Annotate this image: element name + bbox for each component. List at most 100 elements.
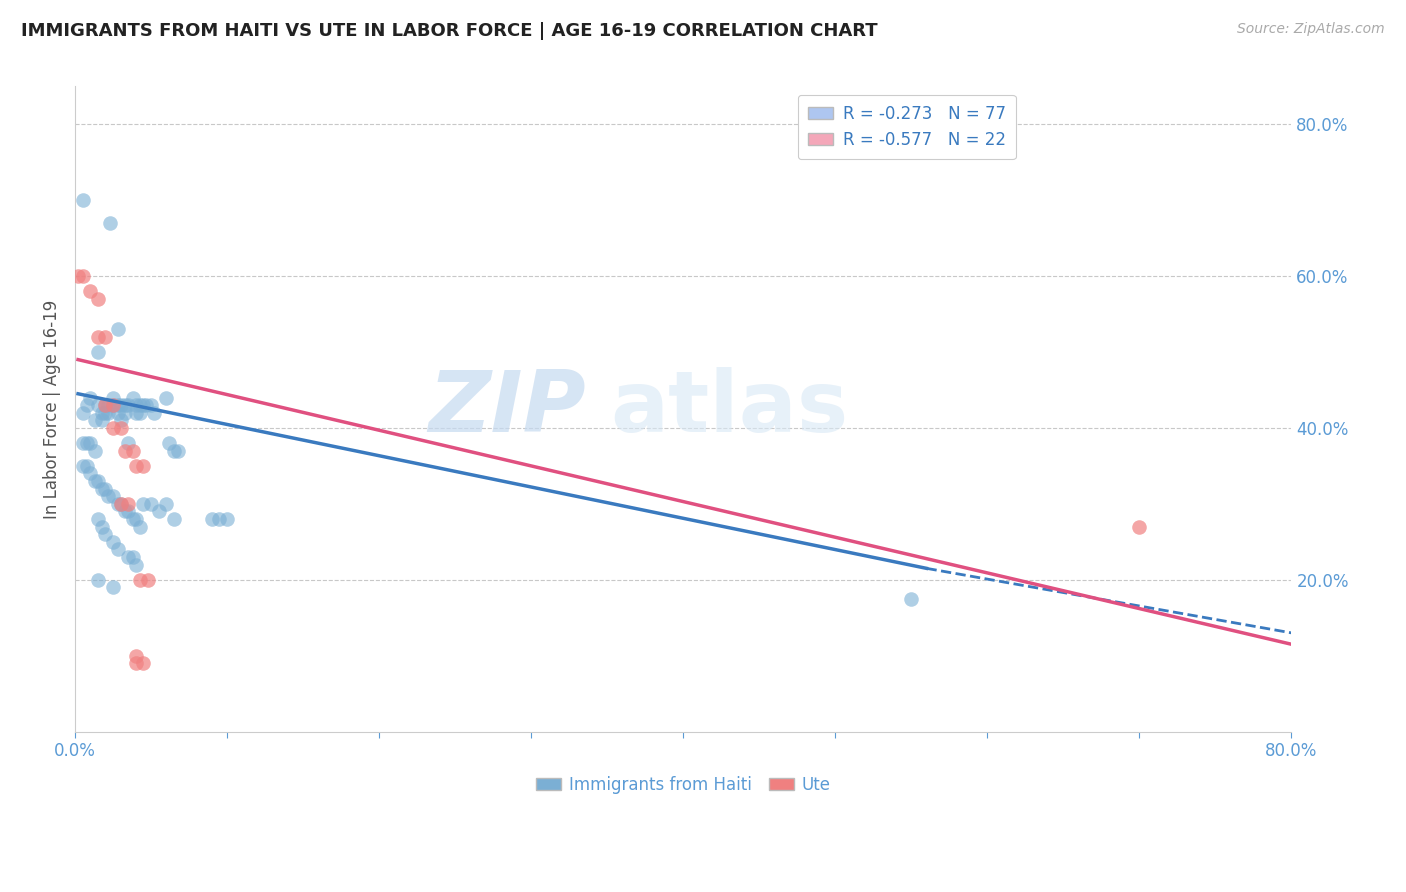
Point xyxy=(87,512,110,526)
Point xyxy=(94,398,117,412)
Point xyxy=(94,398,117,412)
Point xyxy=(87,330,110,344)
Point xyxy=(101,580,124,594)
Text: atlas: atlas xyxy=(610,368,848,450)
Point xyxy=(107,322,129,336)
Point xyxy=(167,443,190,458)
Point xyxy=(110,497,132,511)
Point xyxy=(91,519,114,533)
Point xyxy=(117,504,139,518)
Point xyxy=(157,436,180,450)
Point xyxy=(67,269,90,284)
Point xyxy=(101,398,124,412)
Point xyxy=(87,292,110,306)
Point xyxy=(76,458,98,473)
Point xyxy=(72,436,94,450)
Point xyxy=(125,648,148,663)
Point xyxy=(110,413,132,427)
Point xyxy=(87,345,110,359)
Point xyxy=(72,193,94,207)
Point xyxy=(1128,519,1150,533)
Point xyxy=(76,398,98,412)
Point xyxy=(155,497,177,511)
Point xyxy=(129,406,152,420)
Point xyxy=(125,657,148,671)
Point xyxy=(114,406,136,420)
Point xyxy=(148,504,170,518)
Point xyxy=(79,391,101,405)
Point xyxy=(114,443,136,458)
Point xyxy=(79,467,101,481)
Text: Source: ZipAtlas.com: Source: ZipAtlas.com xyxy=(1237,22,1385,37)
Point xyxy=(125,458,148,473)
Point xyxy=(72,269,94,284)
Point xyxy=(208,512,231,526)
Point xyxy=(125,558,148,572)
Point xyxy=(136,573,159,587)
Point xyxy=(163,512,186,526)
Point xyxy=(114,398,136,412)
Point xyxy=(79,285,101,299)
Point xyxy=(97,489,120,503)
Point xyxy=(201,512,224,526)
Point xyxy=(163,443,186,458)
Point xyxy=(91,406,114,420)
Point xyxy=(101,489,124,503)
Point xyxy=(110,497,132,511)
Text: ZIP: ZIP xyxy=(429,368,586,450)
Point xyxy=(101,534,124,549)
Point xyxy=(107,542,129,557)
Point xyxy=(79,436,101,450)
Point xyxy=(94,527,117,541)
Point xyxy=(121,549,143,564)
Point xyxy=(97,398,120,412)
Point xyxy=(87,474,110,488)
Point xyxy=(107,497,129,511)
Point xyxy=(87,398,110,412)
Point xyxy=(132,458,155,473)
Point xyxy=(155,391,177,405)
Point xyxy=(129,398,152,412)
Point xyxy=(110,421,132,435)
Point xyxy=(135,398,157,412)
Point xyxy=(121,443,143,458)
Point xyxy=(125,512,148,526)
Point xyxy=(117,497,139,511)
Point xyxy=(72,406,94,420)
Point xyxy=(110,398,132,412)
Point xyxy=(101,398,124,412)
Point xyxy=(87,573,110,587)
Point xyxy=(143,406,166,420)
Point xyxy=(101,421,124,435)
Point xyxy=(91,482,114,496)
Point xyxy=(83,443,105,458)
Point xyxy=(900,591,922,606)
Point xyxy=(76,436,98,450)
Point xyxy=(101,391,124,405)
Legend: Immigrants from Haiti, Ute: Immigrants from Haiti, Ute xyxy=(529,769,838,801)
Point xyxy=(129,519,152,533)
Point xyxy=(215,512,238,526)
Point xyxy=(129,573,152,587)
Point xyxy=(139,398,162,412)
Point xyxy=(83,413,105,427)
Point xyxy=(107,398,129,412)
Y-axis label: In Labor Force | Age 16-19: In Labor Force | Age 16-19 xyxy=(44,300,60,518)
Point xyxy=(94,330,117,344)
Point xyxy=(94,482,117,496)
Point xyxy=(72,458,94,473)
Point xyxy=(91,413,114,427)
Point xyxy=(97,406,120,420)
Point xyxy=(98,216,121,230)
Point xyxy=(117,398,139,412)
Point xyxy=(114,504,136,518)
Text: IMMIGRANTS FROM HAITI VS UTE IN LABOR FORCE | AGE 16-19 CORRELATION CHART: IMMIGRANTS FROM HAITI VS UTE IN LABOR FO… xyxy=(21,22,877,40)
Point xyxy=(125,398,148,412)
Point xyxy=(117,436,139,450)
Point xyxy=(117,549,139,564)
Point xyxy=(121,391,143,405)
Point xyxy=(125,406,148,420)
Point xyxy=(83,474,105,488)
Point xyxy=(139,497,162,511)
Point xyxy=(132,657,155,671)
